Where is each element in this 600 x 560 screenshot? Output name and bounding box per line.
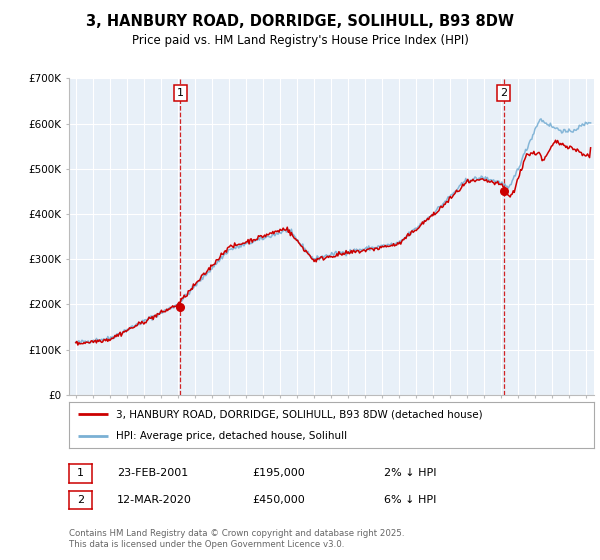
Text: 2% ↓ HPI: 2% ↓ HPI: [384, 468, 437, 478]
Text: 2: 2: [500, 87, 508, 97]
Text: 3, HANBURY ROAD, DORRIDGE, SOLIHULL, B93 8DW: 3, HANBURY ROAD, DORRIDGE, SOLIHULL, B93…: [86, 14, 514, 29]
Text: 23-FEB-2001: 23-FEB-2001: [117, 468, 188, 478]
Text: Price paid vs. HM Land Registry's House Price Index (HPI): Price paid vs. HM Land Registry's House …: [131, 34, 469, 46]
Text: 2: 2: [77, 495, 84, 505]
Text: £195,000: £195,000: [252, 468, 305, 478]
Text: £450,000: £450,000: [252, 494, 305, 505]
Text: 12-MAR-2020: 12-MAR-2020: [117, 494, 192, 505]
Text: 1: 1: [176, 87, 184, 97]
Text: 6% ↓ HPI: 6% ↓ HPI: [384, 494, 436, 505]
Text: Contains HM Land Registry data © Crown copyright and database right 2025.
This d: Contains HM Land Registry data © Crown c…: [69, 529, 404, 549]
Text: HPI: Average price, detached house, Solihull: HPI: Average price, detached house, Soli…: [116, 431, 347, 441]
Text: 1: 1: [77, 469, 84, 478]
Text: 3, HANBURY ROAD, DORRIDGE, SOLIHULL, B93 8DW (detached house): 3, HANBURY ROAD, DORRIDGE, SOLIHULL, B93…: [116, 409, 483, 419]
